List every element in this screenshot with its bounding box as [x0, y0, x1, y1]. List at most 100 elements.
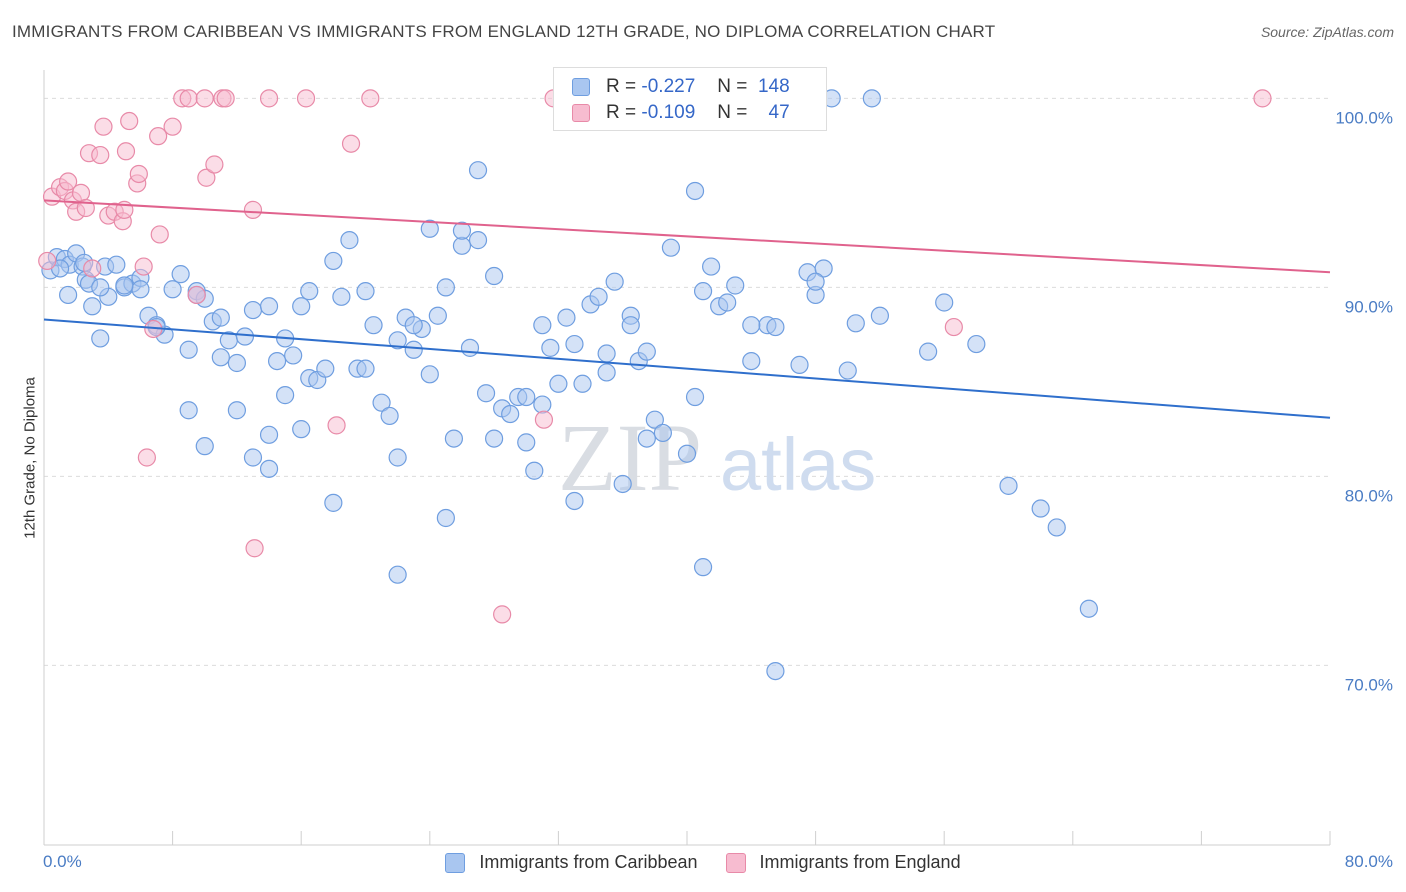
- point-series1-19: [149, 127, 168, 146]
- legend-swatch-england: [572, 104, 590, 122]
- point-series0-111: [621, 316, 640, 335]
- series-legend: Immigrants from Caribbean Immigrants fro…: [0, 852, 1406, 873]
- legend-n-label: N =: [717, 76, 748, 97]
- point-series0-109: [468, 161, 488, 180]
- point-series1-6: [71, 183, 91, 202]
- point-series1-25: [197, 168, 216, 187]
- point-series0-125: [131, 280, 150, 299]
- point-series0-46: [404, 340, 423, 359]
- point-series0-121: [292, 420, 311, 439]
- point-series0-64: [549, 374, 568, 393]
- y-axis-label: 12th Grade, No Diploma: [21, 377, 39, 539]
- legend-n-value-caribbean: 148: [757, 76, 790, 97]
- legend-label-caribbean: Immigrants from Caribbean: [479, 852, 698, 872]
- legend-item-caribbean[interactable]: Immigrants from Caribbean: [445, 852, 698, 873]
- chart-title: IMMIGRANTS FROM CARIBBEAN VS IMMIGRANTS …: [12, 22, 996, 41]
- point-series0-89: [790, 355, 809, 374]
- point-series0-65: [557, 308, 576, 327]
- point-series1-44: [38, 251, 57, 271]
- point-series0-30: [267, 351, 287, 371]
- point-series0-20: [179, 340, 198, 359]
- point-series0-26: [227, 353, 246, 373]
- y-tick-label-2: 80.0%: [1345, 486, 1393, 505]
- stats-legend: R = -0.227 N = 148 R = -0.109 N = 47: [553, 67, 827, 131]
- point-series1-23: [179, 89, 198, 108]
- point-series0-141: [211, 308, 230, 327]
- point-series0-100: [1031, 499, 1050, 518]
- stats-legend-row-caribbean: R = -0.227 N = 148: [572, 74, 790, 100]
- point-series0-38: [332, 287, 351, 306]
- point-series0-145: [107, 255, 126, 274]
- legend-item-england[interactable]: Immigrants from England: [725, 852, 961, 873]
- point-series0-52: [452, 236, 472, 255]
- point-series0-137: [452, 221, 472, 240]
- point-series0-94: [846, 314, 865, 333]
- point-series0-134: [597, 344, 616, 363]
- point-series0-136: [742, 316, 761, 335]
- point-series0-51: [444, 429, 464, 448]
- point-series0-77: [653, 423, 672, 443]
- stats-legend-row-england: R = -0.109 N = 47: [572, 100, 790, 126]
- point-series0-56: [485, 266, 504, 286]
- point-series0-102: [1079, 599, 1098, 618]
- point-series0-54: [468, 231, 488, 250]
- point-series0-117: [388, 565, 407, 584]
- point-series1-32: [341, 134, 361, 153]
- point-series0-118: [195, 437, 214, 456]
- point-series0-70: [597, 363, 616, 382]
- point-series0-72: [613, 474, 632, 494]
- point-series0-120: [259, 459, 279, 478]
- point-series0-88: [766, 317, 785, 337]
- legend-r-label: R =: [606, 102, 637, 123]
- point-series1-18: [134, 257, 153, 276]
- point-series1-10: [94, 117, 113, 136]
- trend-lines: [43, 199, 1331, 419]
- point-series0-75: [637, 342, 656, 361]
- y-tick-labels: 100.0% 90.0% 80.0% 70.0%: [1335, 108, 1393, 694]
- watermark-atlas: atlas: [720, 423, 876, 506]
- point-series0-128: [163, 280, 182, 299]
- point-series0-10: [91, 329, 110, 348]
- point-series0-36: [316, 359, 335, 378]
- point-series0-37: [324, 251, 343, 271]
- point-series0-78: [661, 238, 681, 257]
- point-series0-53: [460, 338, 480, 357]
- point-series0-43: [380, 406, 399, 426]
- point-series0-113: [565, 491, 584, 511]
- point-series0-41: [364, 316, 383, 335]
- point-series0-103: [766, 661, 785, 681]
- point-series0-92: [814, 259, 833, 278]
- point-series0-114: [436, 508, 455, 528]
- point-series0-115: [388, 448, 407, 467]
- point-series1-9: [91, 145, 110, 165]
- point-series1-24: [195, 89, 214, 108]
- point-series0-98: [967, 334, 986, 354]
- point-series1-30: [259, 89, 279, 108]
- trend-line-series1: [43, 199, 1331, 274]
- point-series0-19: [171, 265, 190, 284]
- point-series0-147: [300, 282, 319, 301]
- point-series0-66: [565, 334, 584, 354]
- point-series0-124: [179, 401, 198, 420]
- gridlines: [44, 97, 1330, 666]
- point-series0-63: [541, 338, 560, 357]
- point-series0-50: [436, 278, 455, 297]
- x-tick-label-max: 80.0%: [1344, 852, 1393, 871]
- point-series1-3: [59, 172, 78, 191]
- point-series0-27: [235, 327, 255, 346]
- point-series0-8: [83, 297, 102, 316]
- point-series0-130: [420, 365, 439, 384]
- point-series1-26: [205, 155, 224, 174]
- legend-n-value-england: 47: [768, 102, 790, 123]
- point-series0-93: [838, 361, 857, 380]
- point-series1-40: [534, 410, 554, 429]
- point-series0-123: [227, 401, 246, 420]
- point-series0-80: [685, 387, 705, 407]
- point-series0-62: [533, 395, 552, 414]
- point-series0-95: [870, 306, 890, 325]
- y-tick-label-3: 70.0%: [1345, 675, 1393, 694]
- watermark-zip: ZIP: [558, 404, 702, 511]
- point-series0-7: [59, 285, 78, 305]
- point-series1-37: [137, 448, 156, 467]
